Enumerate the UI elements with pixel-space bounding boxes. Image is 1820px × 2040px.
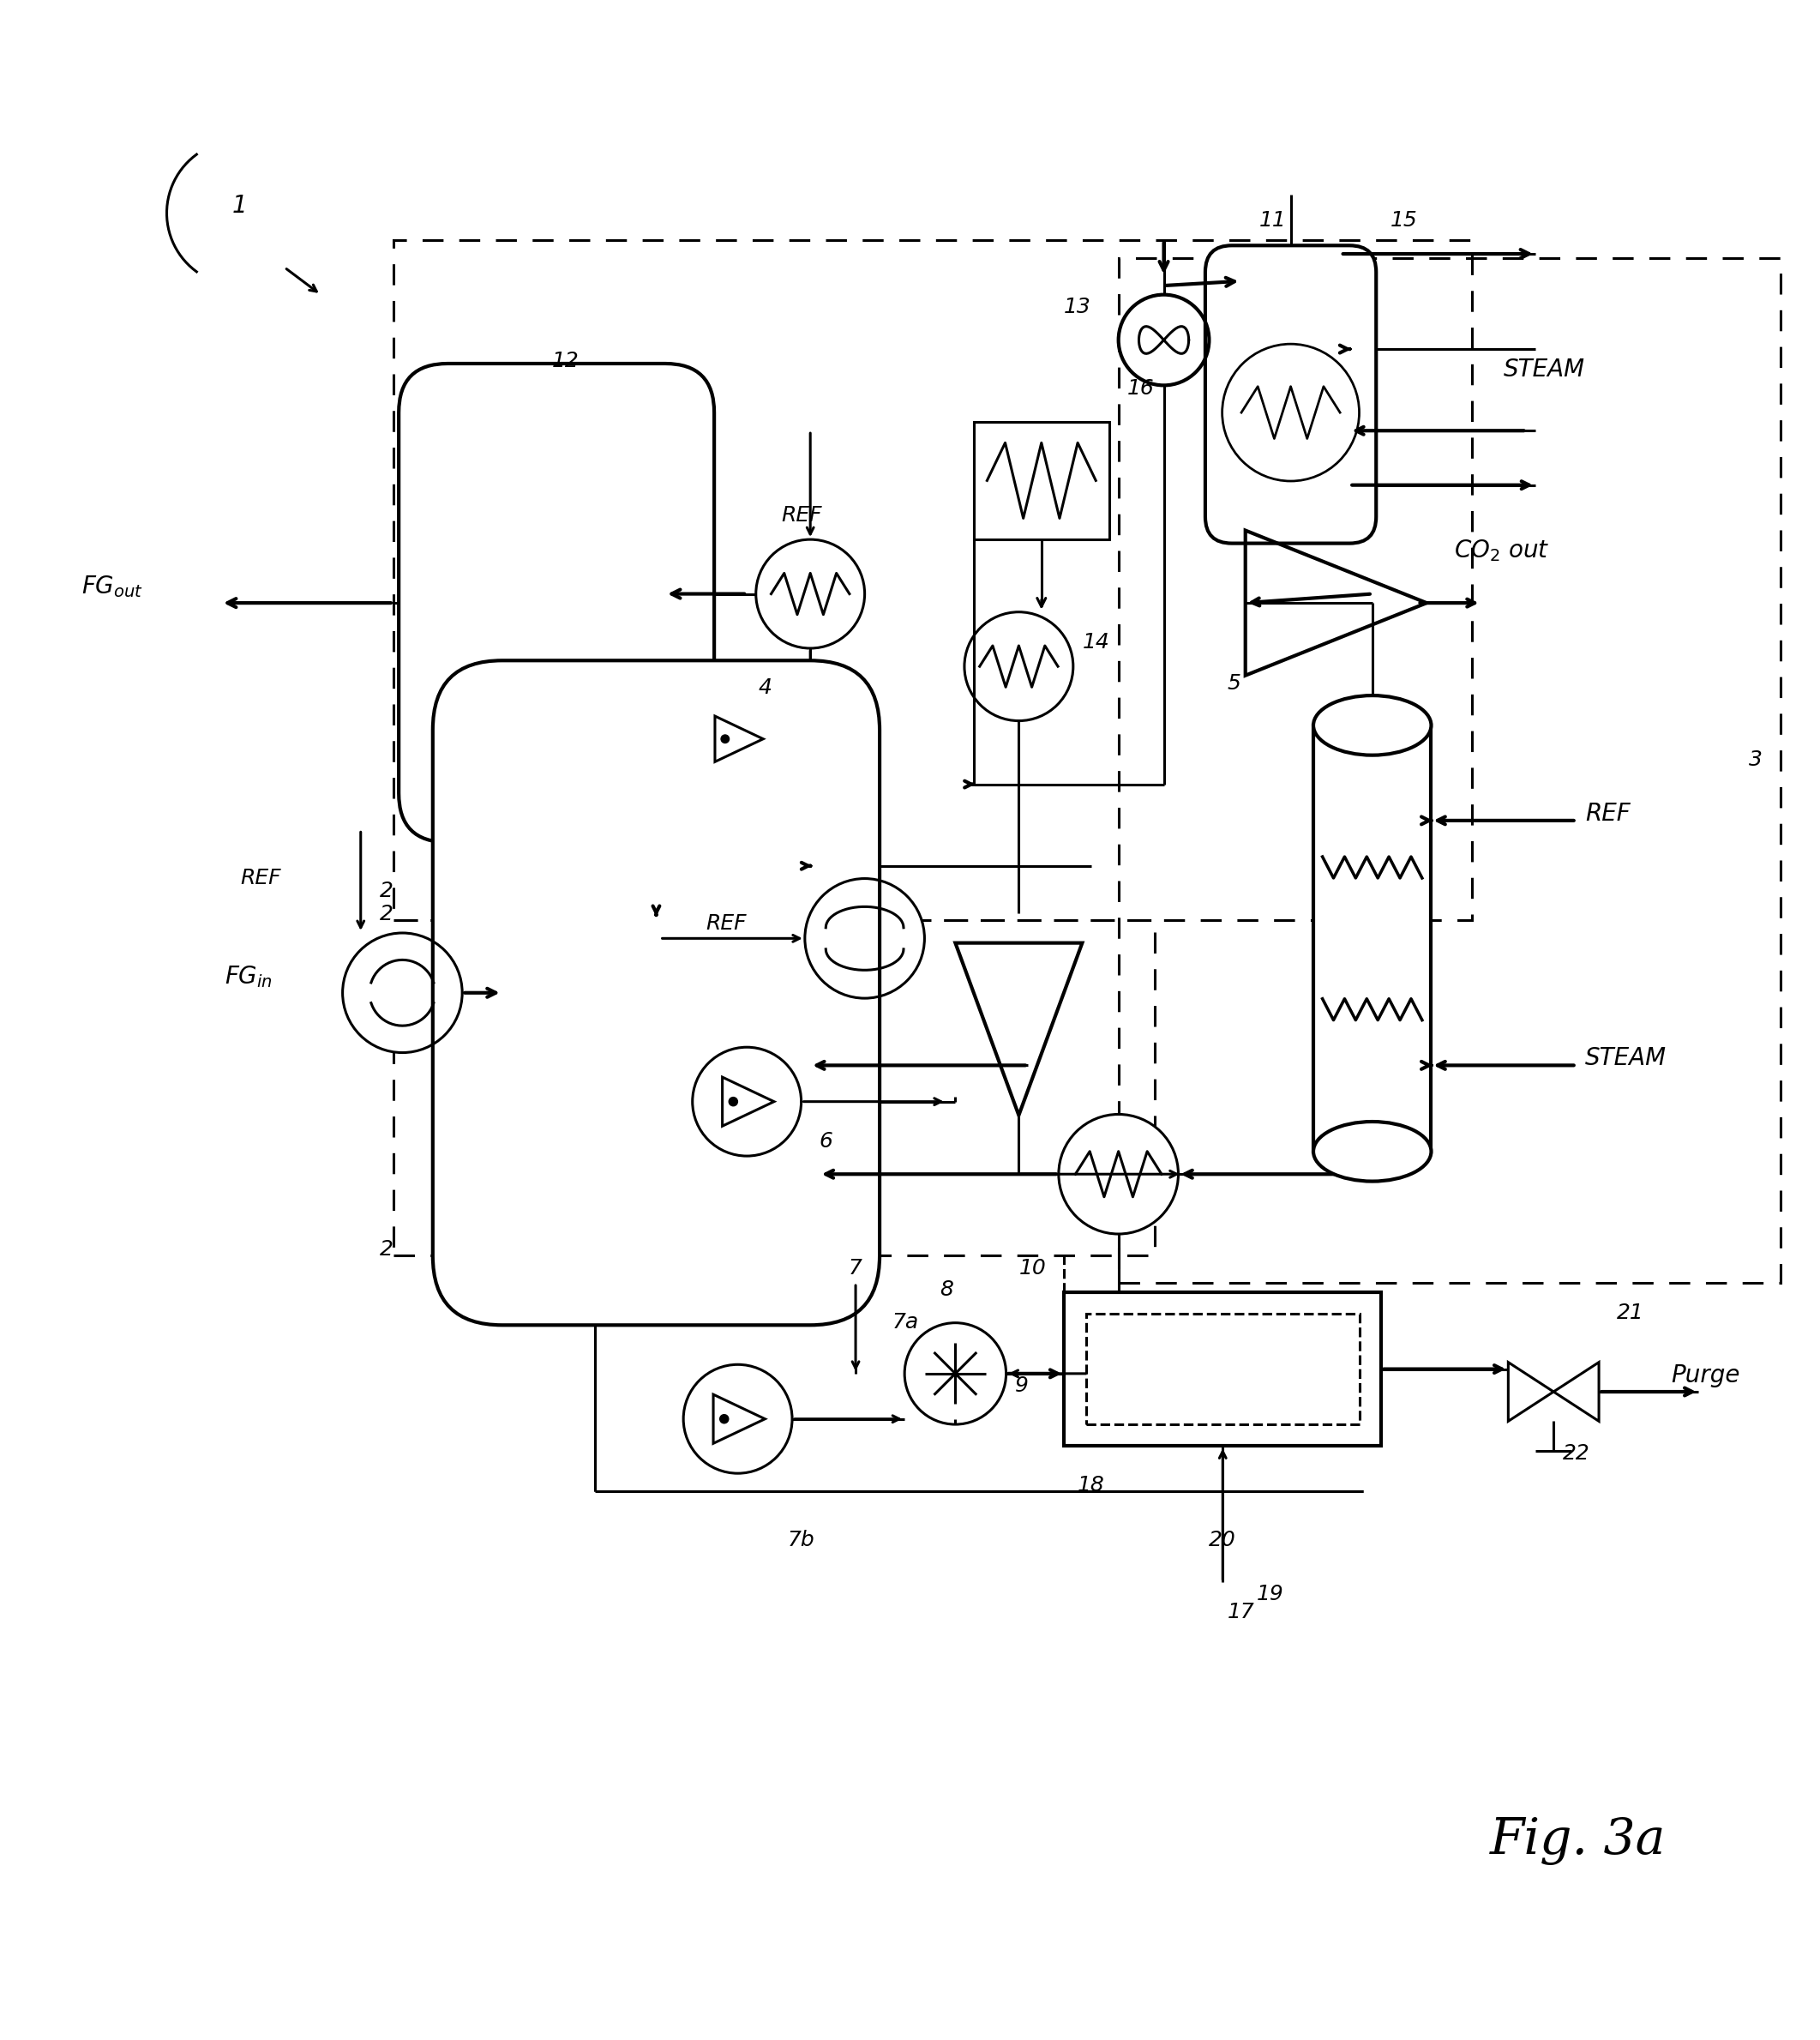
Bar	[1065, 1291, 1381, 1446]
Text: REF: REF	[1585, 802, 1631, 826]
Text: STEAM: STEAM	[1585, 1047, 1667, 1071]
Text: 8: 8	[939, 1279, 954, 1299]
Bar	[974, 422, 1110, 539]
Text: $CO_2$ out: $CO_2$ out	[1454, 539, 1549, 563]
Circle shape	[1223, 345, 1360, 481]
Bar	[1087, 1314, 1360, 1424]
Text: REF: REF	[781, 506, 821, 526]
Circle shape	[721, 734, 730, 743]
Bar	[1119, 259, 1780, 1283]
Circle shape	[342, 932, 462, 1053]
Text: 4: 4	[759, 677, 772, 698]
Text: 14: 14	[1083, 632, 1110, 653]
Text: REF: REF	[240, 867, 282, 887]
Text: 22: 22	[1563, 1444, 1591, 1465]
Text: 7a: 7a	[892, 1312, 919, 1332]
Text: 20: 20	[1208, 1530, 1236, 1550]
Circle shape	[686, 687, 788, 789]
Text: 2: 2	[380, 904, 393, 924]
Text: 12: 12	[551, 351, 579, 371]
Text: 3: 3	[1749, 751, 1762, 771]
Text: 21: 21	[1616, 1304, 1643, 1324]
Text: Fig. 3a: Fig. 3a	[1491, 1818, 1665, 1865]
Text: 18: 18	[1077, 1475, 1105, 1495]
Bar	[393, 241, 1472, 920]
Circle shape	[682, 1365, 792, 1473]
Circle shape	[728, 1098, 737, 1106]
Circle shape	[965, 612, 1074, 720]
Text: STEAM: STEAM	[1503, 357, 1585, 381]
Text: 7b: 7b	[788, 1530, 815, 1550]
Text: $FG_{out}$: $FG_{out}$	[82, 573, 144, 600]
Text: 2: 2	[380, 881, 393, 902]
Ellipse shape	[1314, 1122, 1431, 1181]
Text: 9: 9	[1016, 1375, 1028, 1395]
Circle shape	[1059, 1114, 1178, 1234]
Text: REF: REF	[706, 914, 746, 934]
Circle shape	[755, 539, 864, 649]
Circle shape	[1119, 294, 1208, 386]
Circle shape	[804, 879, 925, 998]
Text: 16: 16	[1128, 377, 1154, 398]
Text: Purge: Purge	[1671, 1365, 1740, 1387]
Text: 11: 11	[1259, 210, 1287, 231]
Text: 7: 7	[848, 1257, 863, 1279]
Text: $FG_{in}$: $FG_{in}$	[224, 965, 273, 989]
Text: 2: 2	[380, 1240, 393, 1261]
Bar	[1314, 726, 1431, 1151]
FancyBboxPatch shape	[399, 363, 713, 843]
Text: 5: 5	[1227, 673, 1241, 694]
Text: 17: 17	[1227, 1601, 1254, 1622]
Text: 13: 13	[1065, 296, 1092, 316]
Circle shape	[692, 1047, 801, 1157]
Ellipse shape	[1314, 696, 1431, 755]
Circle shape	[905, 1322, 1006, 1424]
Circle shape	[721, 1414, 728, 1424]
FancyBboxPatch shape	[433, 661, 879, 1326]
FancyBboxPatch shape	[1205, 245, 1376, 543]
Text: 15: 15	[1390, 210, 1418, 231]
Text: 19: 19	[1256, 1583, 1283, 1605]
Text: 6: 6	[819, 1130, 834, 1151]
Bar	[393, 920, 1154, 1257]
Text: 1: 1	[231, 194, 248, 218]
Text: 10: 10	[1019, 1257, 1046, 1279]
